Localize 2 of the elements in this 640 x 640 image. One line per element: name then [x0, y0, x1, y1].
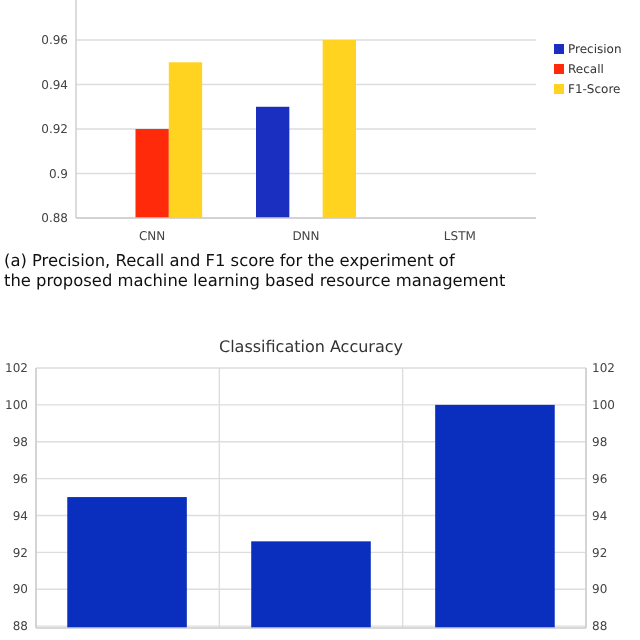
text: (a) Precision, Recall and F1 score for the experiment of the proposed machine learning based resource management	[4, 250, 507, 290]
chart-title: Classification Accuracy	[219, 338, 404, 356]
